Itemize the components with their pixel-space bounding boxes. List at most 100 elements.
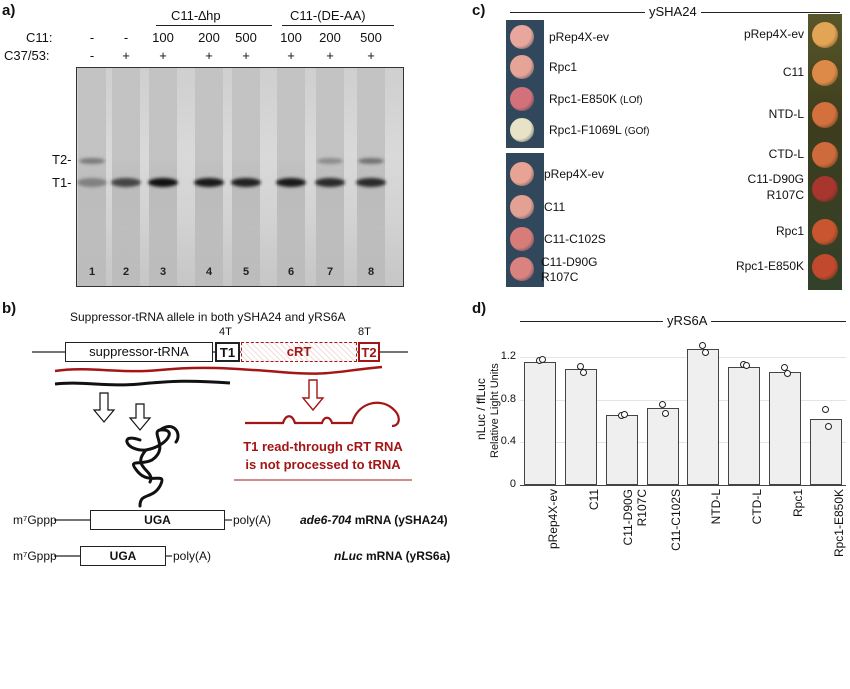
x-tick-label: NTD-L [709, 489, 724, 525]
c3753-value-8: + [367, 48, 375, 63]
t1-band [231, 178, 261, 187]
data-point [699, 341, 707, 349]
x-tick-label: C11-D90G [620, 489, 635, 546]
plate3-label-7: Rpc1-E850K [735, 259, 804, 273]
gel-lane-1 [78, 68, 106, 286]
group-label-deaa: C11-(DE-AA) [290, 8, 366, 23]
y-tick-label: 0.8 [500, 392, 516, 405]
c11-value-7: 200 [319, 30, 341, 45]
readthrough-line1: T1 read-through cRT RNA [243, 439, 403, 454]
mrna1-suffix: mRNA (ySHA24) [351, 513, 448, 527]
panel-c-label: c) [472, 2, 486, 19]
strain-label-d: yRS6A [663, 313, 712, 328]
c3753-row-label: C37/53: [4, 48, 50, 63]
x-tick-label: Rpc1 [790, 489, 805, 518]
colony-plate2-3 [510, 227, 534, 251]
colony-plate2-2 [510, 195, 534, 219]
lane-number-1: 1 [88, 266, 96, 278]
colony-plate1-2 [510, 55, 534, 79]
data-point [661, 409, 669, 417]
plate2-label-1: pRep4X-ev [544, 167, 605, 181]
colony-plate3-3 [812, 102, 838, 128]
label-8t: 8T [358, 326, 371, 338]
colony-plate3-7 [812, 254, 838, 280]
bar-1 [524, 361, 557, 485]
c3753-value-4: + [205, 48, 213, 63]
strain-label-c: ySHA24 [645, 4, 701, 19]
t1-marker: T1- [52, 175, 72, 190]
t2-marker: T2- [52, 152, 72, 167]
plate1-label-2: Rpc1 [549, 60, 578, 74]
mrna1-gene: ade6-704 [300, 513, 352, 527]
y-tick-label: 1.2 [500, 350, 516, 363]
mrna2-label: nLuc mRNA (yRS6a) [334, 549, 450, 563]
c3753-value-1: - [89, 48, 95, 63]
plate3-label2-5: R107C [766, 188, 804, 202]
lane-number-6: 6 [287, 266, 295, 278]
c11-value-5: 500 [235, 30, 257, 45]
y-tick-label: 0.4 [500, 435, 516, 448]
suppressor-trna-box: suppressor-tRNA [65, 342, 213, 362]
gridline [520, 485, 846, 486]
plate1-label-4: Rpc1-F1069L (GOf) [549, 123, 650, 137]
colony-plate2-4 [510, 257, 534, 281]
mrna2-gene: nLuc [334, 549, 363, 563]
c11-value-2: - [123, 30, 129, 45]
mrna2-orf: UGA [80, 546, 166, 566]
x-tick-label: pRep4X-ev [546, 489, 561, 550]
lane-number-3: 3 [159, 266, 167, 278]
group-line-dhp [156, 25, 272, 26]
c11-value-4: 200 [198, 30, 220, 45]
data-point [620, 410, 628, 418]
c3753-value-6: + [287, 48, 295, 63]
mrna2-tail: poly(A) [173, 549, 212, 563]
bar-4 [646, 408, 679, 485]
data-point [783, 370, 791, 378]
plate3-label-4: CTD-L [768, 147, 804, 161]
t2-band [317, 158, 343, 164]
bar-3 [605, 414, 638, 485]
gridline [520, 357, 846, 359]
gel-lane-2 [112, 68, 140, 286]
x-tick-label: C11-C102S [668, 489, 683, 551]
c3753-value-3: + [159, 48, 167, 63]
colony-plate1-1 [510, 25, 534, 49]
plate3-label-1: pRep4X-ev [743, 27, 804, 41]
gel-lane-5 [232, 68, 260, 286]
colony-plate3-2 [812, 60, 838, 86]
t1-band [356, 178, 386, 187]
t1-box: T1 [215, 342, 240, 362]
plate1-label-3: Rpc1-E850K (LOf) [549, 92, 643, 106]
y-tick-label: 0 [509, 478, 516, 490]
bar-7 [768, 372, 801, 485]
gridline [520, 442, 846, 444]
group-label-dhp: C11-∆hp [171, 8, 221, 23]
colony-plate3-5 [812, 176, 838, 202]
c11-value-8: 500 [360, 30, 382, 45]
t2-band [79, 158, 105, 164]
c3753-value-2: + [122, 48, 130, 63]
gel-image: 1 2 3 4 5 6 7 8 [76, 67, 404, 287]
data-point [658, 401, 666, 409]
c11-value-6: 100 [280, 30, 302, 45]
t1-band [276, 178, 306, 187]
lane-number-7: 7 [326, 266, 334, 278]
colony-plate3-6 [812, 219, 838, 245]
plate3-label-6: Rpc1 [775, 224, 804, 238]
gel-lane-4 [195, 68, 223, 286]
gel-lane-8 [357, 68, 385, 286]
colony-plate2-1 [510, 162, 534, 186]
t2-box: T2 [358, 342, 380, 362]
bar-5 [687, 348, 720, 485]
plate1-label-1: pRep4X-ev [549, 30, 610, 44]
c11-value-3: 100 [152, 30, 174, 45]
c11-value-1: - [89, 30, 95, 45]
x-tick-label: Rpc1-E850K [831, 489, 846, 558]
t1-band [315, 178, 345, 187]
data-point [824, 423, 832, 431]
mrna2-suffix: mRNA (yRS6a) [362, 549, 451, 563]
colony-plate1-3 [510, 87, 534, 111]
colony-plate1-4 [510, 118, 534, 142]
data-point [702, 348, 710, 356]
mrna1-tail: poly(A) [233, 513, 272, 527]
